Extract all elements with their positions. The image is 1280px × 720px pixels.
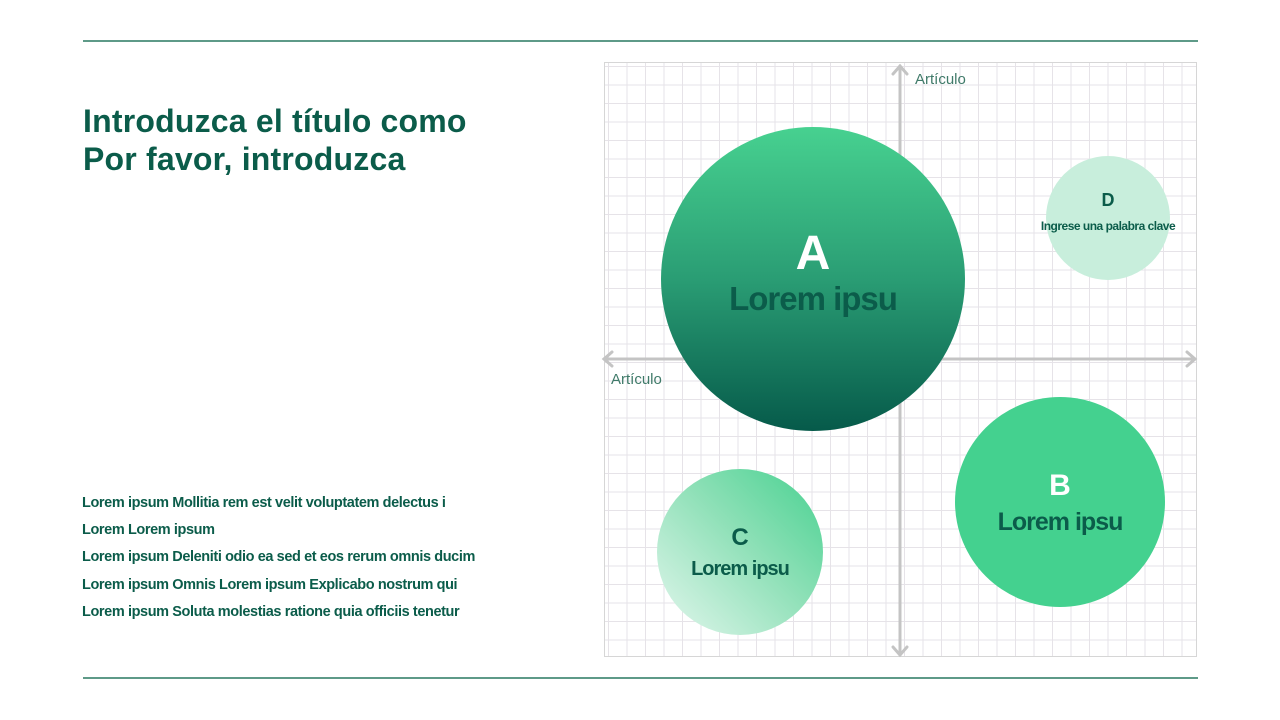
- list-item: Lorem ipsum Deleniti odio ea sed et eos …: [82, 549, 475, 566]
- top-rule: [83, 40, 1198, 42]
- bubble-c: C Lorem ipsu: [657, 469, 823, 635]
- bubble-b: B Lorem ipsu: [955, 397, 1165, 607]
- bubble-a-letter: A: [795, 227, 831, 280]
- x-axis-arrow-right: [1185, 350, 1198, 368]
- bubble-a: A Lorem ipsu: [661, 127, 965, 431]
- bubble-c-letter: C: [731, 523, 749, 551]
- y-axis-label: Artículo: [915, 71, 966, 88]
- list-item: Lorem ipsum Mollitia rem est velit volup…: [82, 495, 446, 511]
- slide-title: Introduzca el título como Por favor, int…: [83, 102, 467, 178]
- bullet-list: Lorem ipsum Mollitia rem est velit volup…: [82, 492, 475, 628]
- bubble-b-letter: B: [1049, 468, 1071, 502]
- bubble-a-text: Lorem ipsu: [729, 280, 898, 317]
- list-item: Lorem Lorem ipsum: [82, 522, 215, 539]
- list-item: Lorem ipsum Soluta molestias ratione qui…: [82, 603, 460, 620]
- list-item: Lorem ipsum Omnis Lorem ipsum Explicabo …: [82, 576, 458, 593]
- bubble-c-text: Lorem ipsu: [691, 557, 790, 580]
- bubble-d: D Ingrese una palabra clave: [1041, 156, 1176, 280]
- title-line-1: Introduzca el título como: [83, 103, 467, 139]
- bubble-d-letter: D: [1101, 189, 1115, 210]
- x-axis-label: Artículo: [611, 371, 662, 388]
- bottom-rule: [83, 677, 1198, 679]
- title-line-2: Por favor, introduzca: [83, 141, 406, 177]
- y-axis-arrow-bottom: [891, 645, 909, 658]
- y-axis-arrow-top: [891, 63, 909, 76]
- bubble-b-text: Lorem ipsu: [997, 507, 1124, 536]
- bubble-d-text: Ingrese una palabra clave: [1040, 218, 1176, 233]
- x-axis-arrow-left: [601, 350, 614, 368]
